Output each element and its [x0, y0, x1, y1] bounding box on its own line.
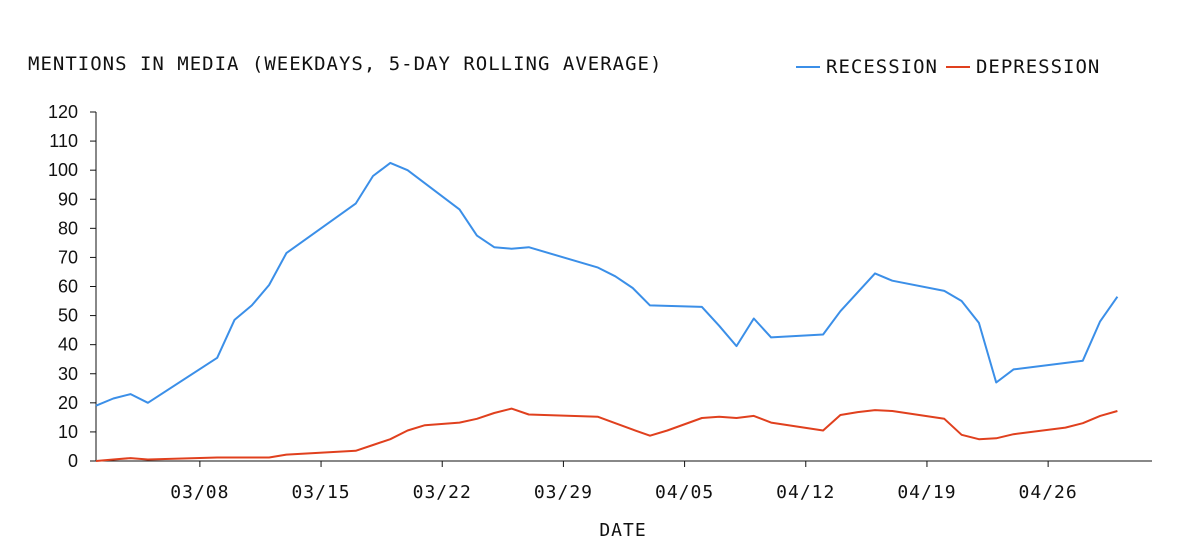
y-tick-label: 70 — [58, 247, 78, 267]
legend: RECESSION DEPRESSION — [796, 56, 1108, 78]
legend-item-recession: RECESSION — [796, 56, 938, 78]
series-line-recession — [95, 161, 1119, 407]
x-axis-label: DATE — [599, 520, 646, 538]
y-tick-label: 90 — [58, 189, 78, 209]
y-tick-label: 10 — [58, 422, 78, 442]
x-tick-label: 04/05 — [655, 482, 714, 503]
x-tick-label: 03/29 — [534, 482, 593, 503]
y-tick-label: 20 — [58, 393, 78, 413]
x-tick-label: 03/22 — [413, 482, 472, 503]
x-tick-label: 03/08 — [170, 482, 229, 503]
chart-title: MENTIONS IN MEDIA (WEEKDAYS, 5-DAY ROLLI… — [28, 53, 663, 75]
legend-item-depression: DEPRESSION — [945, 56, 1101, 78]
y-tick-label: 50 — [58, 306, 78, 326]
y-tick-label: 0 — [68, 451, 78, 471]
y-tick-label: 40 — [58, 335, 78, 355]
x-tick-label: 03/15 — [291, 482, 350, 503]
x-tick-label: 04/19 — [897, 482, 956, 503]
series-line-depression — [95, 407, 1118, 462]
x-tick-label: 04/12 — [776, 482, 835, 503]
x-tick-label: 04/26 — [1019, 482, 1078, 503]
legend-swatch-depression — [945, 66, 970, 68]
legend-label-depression: DEPRESSION — [975, 56, 1101, 78]
legend-swatch-recession — [796, 66, 820, 68]
y-tick-label: 110 — [49, 131, 78, 151]
y-tick-label: 100 — [48, 160, 78, 180]
y-tick-label: 120 — [48, 102, 78, 122]
y-tick-label: 30 — [58, 364, 78, 384]
legend-label-recession: RECESSION — [826, 56, 938, 78]
y-tick-label: 80 — [58, 218, 78, 238]
y-tick-label: 60 — [58, 277, 78, 297]
